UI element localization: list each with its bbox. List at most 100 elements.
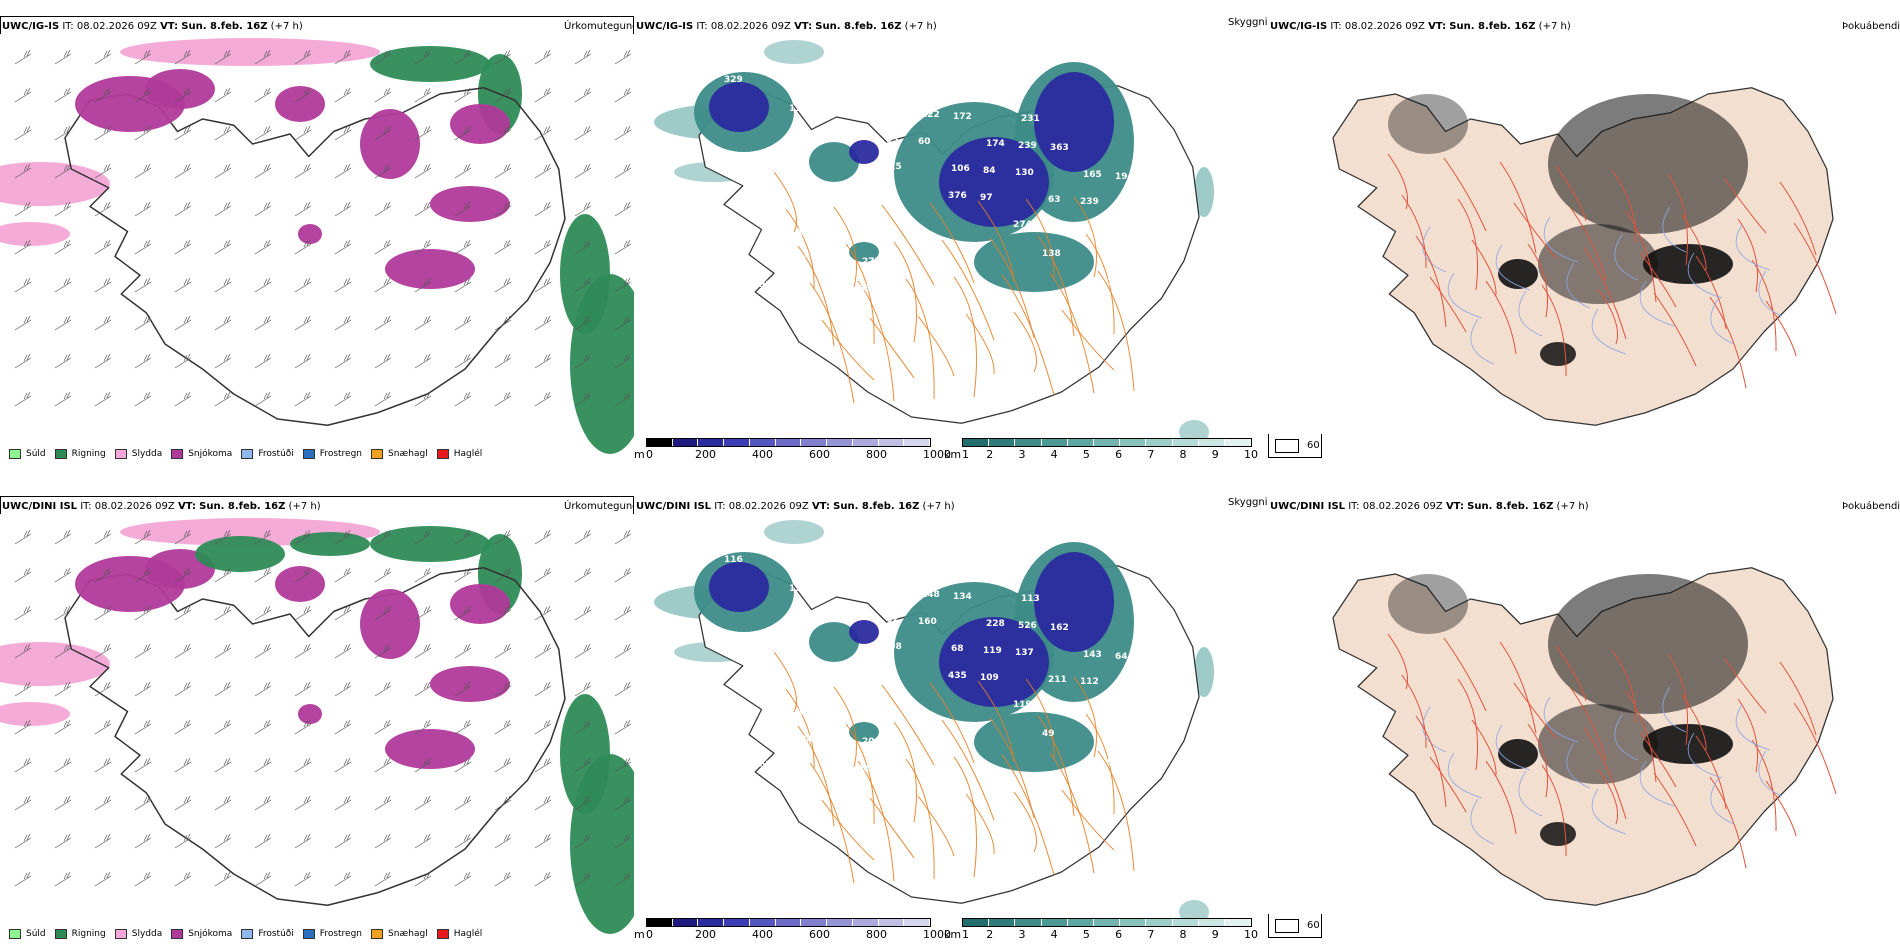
scale-tick: 7 (1147, 448, 1155, 461)
precip-legend: Súld Rigning Slydda Snjókoma Frostúði Frostre… (0, 923, 482, 945)
scale-tick: 9 (1211, 448, 1219, 461)
height-label: 101 (1110, 731, 1129, 741)
scale-tick: 3 (1018, 928, 1026, 941)
scale-tick: 800 (866, 928, 887, 941)
legend-swatch (302, 449, 315, 459)
visibility-panel: UWC/IG-IS IT: 08.02.2026 09Z VT: Sun. 8.… (634, 10, 1268, 470)
fog-swatch (1275, 919, 1299, 933)
scale-tick: 1 (962, 448, 969, 461)
legend-swatch (241, 449, 254, 459)
height-label: 73 (1077, 704, 1090, 714)
legend-item: Snæhagl (371, 449, 428, 459)
scale-tick: 1 (962, 928, 969, 941)
scale-step (698, 439, 725, 446)
height-label: 202 (956, 85, 975, 95)
row-ig-is: UWC/IG-IS IT: 08.02.2026 09Z VT: Sun. 8.… (0, 10, 1900, 470)
visibility-scale: km 1 2 3 4 5 6 7 8 9 10 (944, 434, 1264, 464)
precip-map (0, 34, 634, 465)
legend-swatch (436, 449, 449, 459)
scale-step (672, 439, 699, 446)
height-label: 143 (1083, 650, 1102, 660)
height-label: 160 (918, 617, 937, 627)
height-label: 194 (1115, 172, 1134, 182)
scale-tick: 4 (1050, 928, 1058, 941)
scale-bar (646, 438, 931, 447)
height-label: 119 (983, 646, 1002, 656)
legend-swatch (54, 929, 67, 939)
height-label: 110 (800, 201, 819, 211)
height-label: 174 (986, 139, 1005, 149)
legend-item: Rigning (54, 449, 106, 459)
legend-item: Snjókoma (171, 449, 232, 459)
height-label: 102 (889, 588, 908, 598)
height-label: 93 (886, 135, 899, 145)
row-dini-isl: UWC/DINI ISL IT: 08.02.2026 09Z VT: Sun.… (0, 490, 1900, 950)
height-label: 211 (1048, 675, 1067, 685)
height-label: 259 (800, 681, 819, 691)
height-label: 106 (1107, 278, 1126, 288)
height-label: 176 (732, 199, 751, 209)
legend-swatch (114, 929, 127, 939)
precip-title: Úrkomutegund (564, 501, 634, 512)
height-label: 117 (1045, 702, 1064, 712)
scale-tick: 600 (809, 928, 830, 941)
scale-tick: 7 (1147, 928, 1155, 941)
height-label: 138 (1042, 249, 1061, 259)
scale-tick: 600 (809, 448, 830, 461)
scale-tick: 200 (695, 928, 716, 941)
scale-step (724, 439, 750, 446)
height-label: 132 (789, 584, 808, 594)
precip-panel: UWC/DINI ISL IT: 08.02.2026 09Z VT: Sun.… (0, 490, 634, 945)
scale-tick: 6 (1115, 448, 1123, 461)
legend-swatch (9, 929, 21, 939)
legend-swatch (114, 449, 127, 459)
legend-swatch (436, 929, 449, 939)
panel-header: UWC/DINI ISL IT: 08.02.2026 09Z VT: Sun.… (2, 501, 321, 512)
visibility-scale: km 1 2 3 4 5 6 7 8 9 10 (944, 914, 1264, 944)
precip-legend: Súld Rigning Slydda Snjókoma Frostúði Frostre… (0, 443, 482, 465)
height-label: 329 (724, 75, 743, 85)
scale-step (1146, 439, 1173, 446)
legend-label: Snjókoma (188, 449, 233, 459)
vis-title: Skyggni (1228, 497, 1268, 508)
height-label: 111 (789, 104, 808, 114)
height-label: 119 (1013, 700, 1032, 710)
scale-bar (646, 918, 931, 927)
legend-swatch (9, 449, 21, 459)
legend-label: Snjókoma (188, 929, 233, 939)
panel-header: UWC/IG-IS IT: 08.02.2026 09Z VT: Sun. 8.… (1270, 21, 1571, 32)
height-label: 83 (859, 284, 872, 294)
scale-tick: 0 (646, 448, 653, 461)
legend-item: Slydda (114, 929, 162, 939)
scale-step (698, 919, 725, 926)
height-label: 92 (824, 79, 837, 89)
height-label: 125 (883, 162, 902, 172)
scale-unit: km (944, 928, 962, 941)
scale-step (1093, 919, 1121, 926)
fog-title: Þokuábendi (1842, 21, 1900, 32)
legend-swatch (371, 449, 384, 459)
scale-tick: 10 (1244, 448, 1258, 461)
height-label: 148 (821, 106, 840, 116)
legend-item: Haglél (436, 929, 482, 939)
height-scale: m 0 200 400 600 800 1000 (634, 914, 951, 944)
legend-swatch (302, 929, 315, 939)
scale-step (1224, 439, 1252, 446)
height-scale: m 0 200 400 600 800 1000 (634, 434, 951, 464)
fog-tick: 60 (1307, 440, 1320, 451)
legend-label: Rigning (71, 449, 106, 459)
scale-step (963, 919, 990, 926)
legend-item: Frostúði (241, 449, 294, 459)
scale-step (1015, 439, 1042, 446)
scale-step (801, 439, 828, 446)
height-label: 231 (1021, 114, 1040, 124)
legend-item: Frostregn (302, 449, 362, 459)
scale-unit: m (634, 448, 645, 461)
panel-header: UWC/IG-IS IT: 08.02.2026 09Z VT: Sun. 8.… (636, 21, 937, 32)
height-label: 63 (1048, 195, 1061, 205)
legend-label: Súld (26, 449, 46, 459)
legend-item: Rigning (54, 929, 106, 939)
scale-step (647, 919, 673, 926)
scale-step (852, 919, 879, 926)
height-label: 78 (889, 108, 902, 118)
